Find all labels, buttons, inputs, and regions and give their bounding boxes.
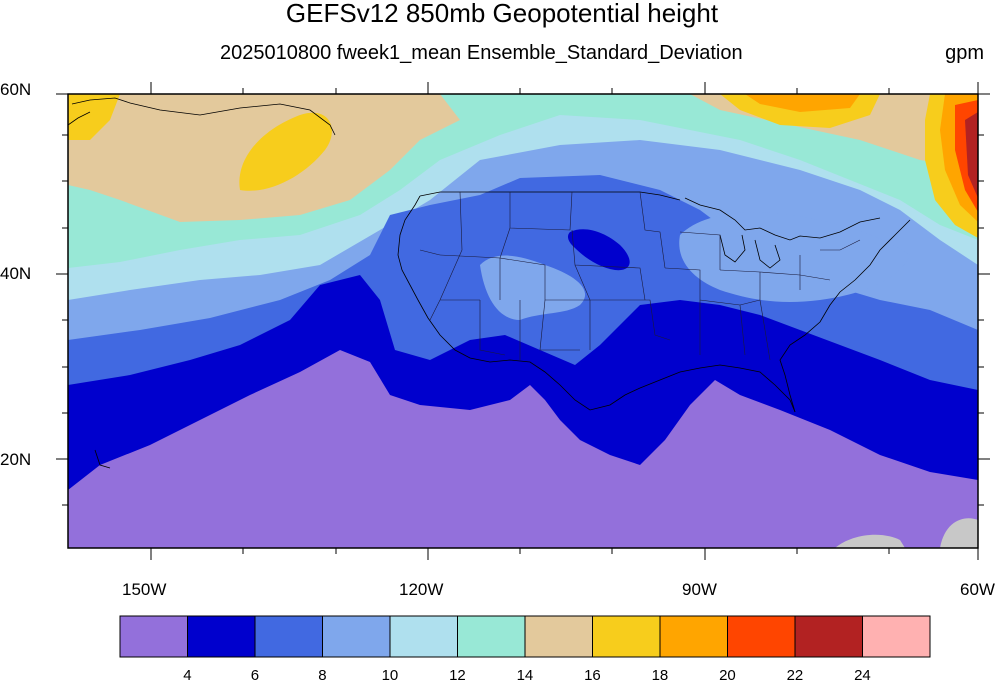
plot-frame [67,93,979,549]
band-4 [68,350,978,548]
band-20-hudson [745,94,860,112]
band-24-atlantic [965,112,978,198]
band-10-greatlakes [679,212,910,302]
colorbar-swatch [592,615,661,658]
colorbar-swatch [727,615,796,658]
lat-label-20n: 20N [0,450,32,469]
colorbar-tick-label: 12 [449,667,466,684]
units-label: gpm [945,42,984,64]
land-gray-patch [835,534,905,548]
lat-label-60n: 60N [0,80,32,99]
colorbar-tick-label: 14 [516,667,534,684]
colorbar-swatch [457,615,526,658]
colorbar-tick-label: 8 [318,667,327,684]
colorbar-swatch [119,615,188,658]
colorbar [119,615,931,658]
band-6-dakotas [567,229,630,271]
colorbar-tick-label: 10 [381,667,399,684]
colorbar-tick-label: 22 [786,667,804,684]
lon-label-120w: 120W [399,580,444,599]
state-borders [419,191,861,361]
colorbar-swatch [322,615,391,658]
colorbar-swatch [389,615,458,658]
colorbar-tick-label: 6 [250,667,260,684]
chart-title: GEFSv12 850mb Geopotential height [285,0,719,28]
colorbar-tick-label: 4 [183,667,192,684]
lon-label-150w: 150W [122,580,167,599]
band-18-pacific [239,112,332,191]
band-10-rockies [480,255,586,320]
land-gray-patch [940,518,978,548]
colorbar-tick-label: 18 [651,667,669,684]
colorbar-tick-label: 20 [719,667,736,684]
lon-label-60w: 60W [960,580,995,599]
chart-subtitle: 2025010800 fweek1_mean Ensemble_Standard… [220,42,743,64]
lat-label-40n: 40N [0,264,32,283]
lon-label-90w: 90W [682,580,717,599]
band-18-alaska [68,94,120,140]
ticks [56,82,990,560]
colorbar-swatch [794,615,863,658]
colorbar-tick-label: 16 [584,667,601,684]
colorbar-swatch [862,615,931,658]
contour-fill [68,94,978,548]
coastlines [68,97,911,469]
colorbar-swatch [187,615,256,658]
colorbar-tick-label: 24 [854,667,871,684]
colorbar-swatch [254,615,323,658]
colorbar-swatch [524,615,593,658]
colorbar-swatch [659,615,728,658]
